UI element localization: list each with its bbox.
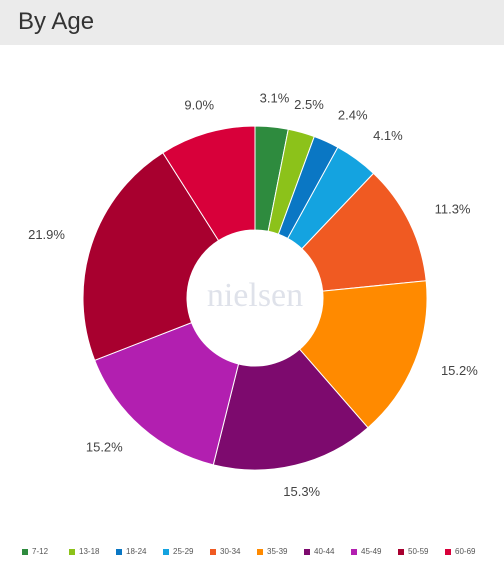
legend-swatch [351, 549, 357, 555]
watermark: nielsen [207, 277, 303, 314]
legend-label: 30-34 [220, 547, 241, 556]
slice-label: 4.1% [373, 128, 403, 143]
slice-label: 15.2% [441, 363, 478, 378]
legend-label: 35-39 [267, 547, 288, 556]
slice [82, 152, 220, 361]
legend-swatch [445, 549, 451, 555]
slice [212, 348, 369, 471]
chart: 3.1% 2.5% 2.4% 4.1% 11.3% 15.2% 15.3% 15.2% 21.9… [22, 90, 478, 556]
legend-label: 18-24 [126, 547, 147, 556]
legend-label: 50-59 [408, 547, 429, 556]
legend-swatch [163, 549, 169, 555]
legend-label: 60-69 [455, 547, 476, 556]
legend-swatch [210, 549, 216, 555]
slice-label: 11.3% [435, 201, 471, 216]
legend-swatch [257, 549, 263, 555]
legend-label: 25-29 [173, 547, 194, 556]
slice-label: 15.2% [86, 439, 123, 454]
legend-swatch [69, 549, 75, 555]
legend-swatch [116, 549, 122, 555]
slice-label: 2.5% [294, 97, 324, 112]
chart-title: By Age [18, 8, 95, 35]
slice-label: 21.9% [28, 227, 65, 242]
header: By Age [0, 0, 504, 45]
legend-label: 7-12 [32, 547, 49, 556]
slice-label: 9.0% [184, 97, 214, 112]
legend-swatch [304, 549, 310, 555]
slice-label: 3.1% [260, 90, 290, 105]
legend-label: 13-18 [79, 547, 100, 556]
slice [94, 321, 240, 466]
slice-label: 2.4% [338, 107, 368, 122]
legend-swatch [22, 549, 28, 555]
slice [162, 125, 256, 242]
legend-swatch [398, 549, 404, 555]
slice-label: 15.3% [283, 484, 320, 499]
legend-label: 40-44 [314, 547, 335, 556]
legend-label: 45-49 [361, 547, 382, 556]
slice [298, 280, 428, 429]
